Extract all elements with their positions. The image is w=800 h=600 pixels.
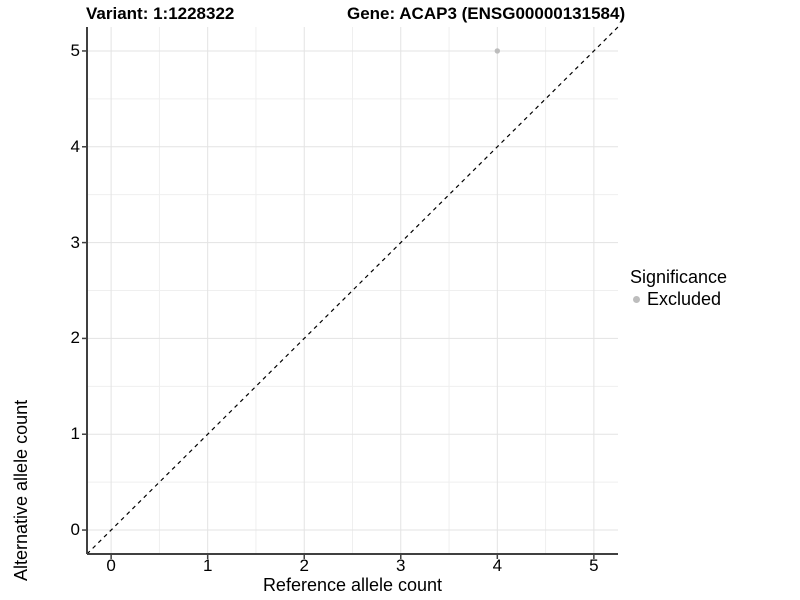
gene-title: Gene: ACAP3 (ENSG00000131584) [347, 4, 626, 23]
x-tick-label: 4 [492, 556, 503, 575]
legend-title: Significance [630, 267, 728, 287]
x-tick-label: 2 [299, 556, 309, 575]
y-tick-label: 2 [70, 328, 80, 348]
data-point [494, 48, 501, 54]
x-tick-label: 3 [396, 556, 406, 575]
variant-title: Variant: 1:1228322 [86, 4, 235, 23]
y-tick-label: 4 [70, 136, 80, 156]
y-tick-label: 0 [70, 520, 80, 540]
legend: Significance Excluded [630, 266, 727, 309]
y-tick-label: 3 [70, 232, 80, 252]
y-tick-label: 5 [70, 40, 80, 60]
x-tick-label: 5 [589, 556, 599, 575]
legend-items: Excluded [630, 289, 727, 309]
x-axis-title: Reference allele count [262, 575, 443, 595]
legend-item: Excluded [633, 289, 727, 309]
x-tick-label: 1 [202, 556, 213, 575]
x-tick-label: 0 [106, 556, 116, 575]
legend-key-dot-icon [633, 295, 640, 303]
y-tick-label: 1 [70, 424, 80, 444]
y-axis-title: Alternative allele count [11, 399, 31, 581]
legend-item-label: Excluded [647, 289, 722, 309]
